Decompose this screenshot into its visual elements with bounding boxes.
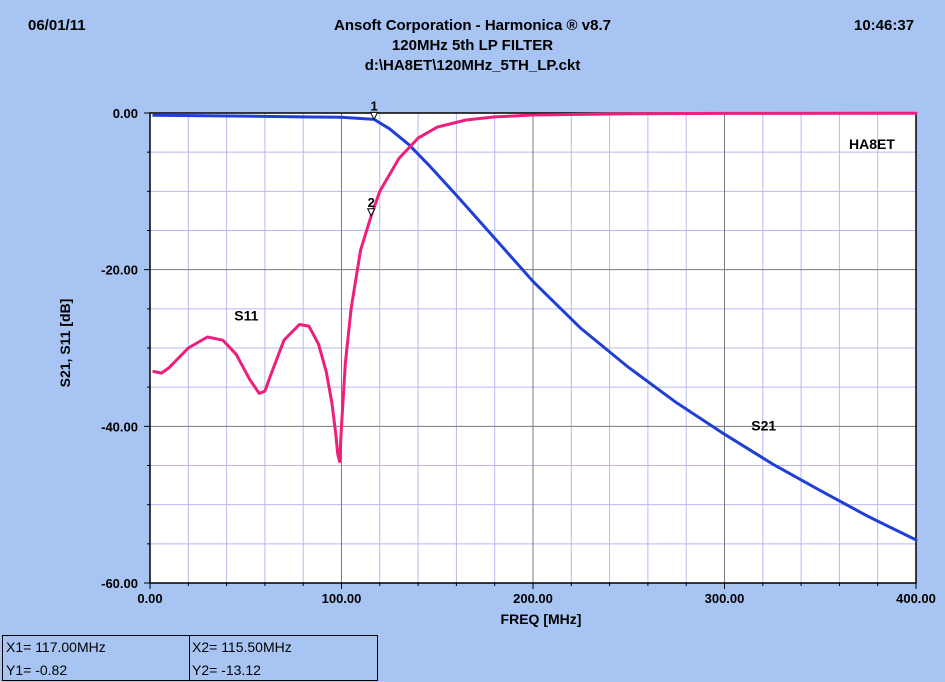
- readout-divider: [189, 636, 190, 680]
- series-label-s11: S11: [234, 308, 258, 324]
- marker-readout-panel: X1= 117.00MHz Y1= -0.82 X2= 115.50MHz Y2…: [2, 635, 378, 681]
- marker-1-triangle: [369, 111, 379, 121]
- y-tick-label: -40.00: [101, 419, 138, 434]
- marker1-x-readout: X1= 117.00MHz: [6, 639, 106, 655]
- circuit-title: 120MHz 5th LP FILTER: [391, 37, 554, 54]
- x-tick-label: 400.00: [896, 591, 936, 606]
- app-title: Ansoft Corporation - Harmonica ® v8.7: [334, 17, 611, 34]
- y-axis-label: S21, S11 [dB]: [57, 299, 73, 388]
- marker1-y-readout: Y1= -0.82: [6, 662, 68, 678]
- y-tick-label: -60.00: [101, 576, 138, 591]
- x-tick-label: 300.00: [705, 591, 745, 606]
- s-parameter-chart[interactable]: 0.00 100.00 200.00 300.00 400.00 0.00 -20.00 -4…: [0, 0, 945, 635]
- marker2-x-readout: X2= 115.50MHz: [192, 639, 292, 655]
- file-path: d:\HA8ET\120MHz_5TH_LP.ckt: [364, 57, 581, 74]
- x-axis-label: FREQ [MHz]: [501, 611, 582, 627]
- marker-2-triangle: [366, 208, 376, 217]
- series-label-s21: S21: [751, 417, 776, 433]
- x-tick-label: 200.00: [513, 591, 553, 606]
- date-label: 06/01/11: [28, 17, 86, 34]
- marker2-y-readout: Y2= -13.12: [192, 662, 261, 678]
- x-tick-label: 100.00: [322, 591, 362, 606]
- annotation-label: HA8ET: [849, 136, 895, 152]
- series-s11-line: [152, 111, 918, 464]
- series-s21-line: [152, 113, 918, 542]
- y-tick-label: -20.00: [101, 263, 138, 278]
- time-label: 10:46:37: [854, 17, 915, 34]
- marker-1-label: 1: [370, 98, 377, 113]
- marker-2-label: 2: [368, 195, 375, 210]
- x-tick-label: 0.00: [137, 591, 162, 606]
- y-tick-label: 0.00: [113, 106, 138, 121]
